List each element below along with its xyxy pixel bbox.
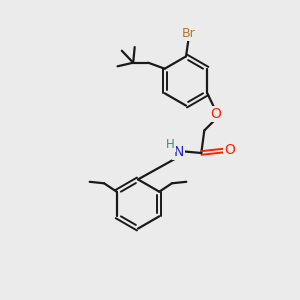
Text: H: H [166,138,175,152]
Text: N: N [173,145,184,158]
Text: O: O [210,107,221,121]
Text: O: O [224,143,235,157]
Text: Br: Br [182,27,195,40]
